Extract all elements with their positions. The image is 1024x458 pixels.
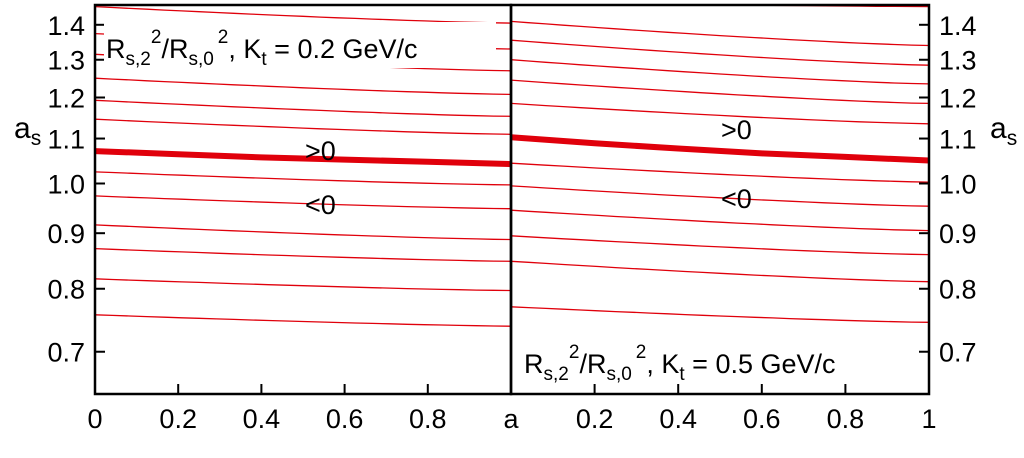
x-tick-label-9: 0.8 [827, 404, 865, 434]
panel-title-right-end: = 0.5 GeV/c [685, 349, 836, 379]
panel-title-bg-right [520, 337, 918, 383]
annotation-below-right: <0 [721, 184, 752, 214]
y-axis-title-right-base: a [990, 112, 1007, 145]
contour-line-right-2 [511, 20, 929, 47]
panel-title-left-base: R [106, 34, 126, 64]
y-tick-label-left-1.3: 1.3 [47, 46, 85, 76]
plot-frame-right [509, 3, 931, 396]
contour-line-right-6 [511, 102, 929, 125]
x-tick-label-10: 1 [921, 404, 936, 434]
panel-title-left-mid: /R [161, 34, 188, 64]
panel-title-bg-left [104, 22, 496, 68]
panel-title-left-sub1: s,2 [126, 49, 151, 70]
panel-title-right-sub2: s,0 [606, 364, 631, 385]
y-tick-label-right-0.9: 0.9 [939, 219, 977, 249]
panel-title-left-tail: , K [228, 34, 261, 64]
panel-title-left-end: = 0.2 GeV/c [267, 34, 418, 64]
annotation-above-right: >0 [721, 115, 752, 145]
contour-line-left-7 [95, 171, 511, 186]
panel-title-left-sup2: 2 [218, 27, 229, 48]
contour-line-right-8 [511, 185, 929, 207]
panel-title-right-sub3: t [679, 364, 685, 385]
panel-title-left-sub2: s,0 [188, 49, 213, 70]
y-tick-label-left-0.8: 0.8 [47, 275, 85, 305]
x-tick-label-6: 0.2 [576, 404, 614, 434]
y-tick-label-left-1.0: 1.0 [47, 169, 85, 199]
contour-line-left-6 [95, 118, 511, 135]
contour-line-left-10 [95, 247, 511, 262]
contours-panel-right [511, 5, 929, 323]
annotation-below-left: <0 [305, 190, 336, 220]
contour-line-right-7 [511, 162, 929, 183]
panel-title-right-tail: , K [646, 349, 679, 379]
contour-line-right-10 [511, 235, 929, 256]
contour-line-right-3 [511, 39, 929, 66]
contour-line-left-12 [95, 314, 511, 327]
contour-line-left-8 [95, 195, 511, 210]
y-axis-title-left-base: a [14, 112, 31, 145]
y-tick-label-right-1.0: 1.0 [939, 169, 977, 199]
panel-title-left-sub3: t [261, 49, 267, 70]
contour-line-left-1 [95, 5, 511, 24]
x-tick-label-8: 0.6 [743, 404, 781, 434]
panel-title-right-sup2: 2 [636, 342, 647, 363]
y-tick-label-left-1.1: 1.1 [47, 125, 85, 155]
y-axis-title-right-sub: s [1007, 127, 1018, 150]
contour-line-left-5 [95, 99, 511, 117]
panel-title-right: Rs,22/Rs,02, Kt = 0.5 GeV/c [524, 342, 836, 385]
y-tick-label-right-1.1: 1.1 [939, 125, 977, 155]
x-tick-label-1: 0.2 [159, 404, 197, 434]
y-tick-label-left-0.9: 0.9 [47, 219, 85, 249]
contour-line-right-4 [511, 59, 929, 85]
contour-line-right-5 [511, 79, 929, 105]
zero-contour-right [511, 134, 929, 164]
contour-line-left-4 [95, 77, 511, 96]
panel-title-right-sup1: 2 [569, 342, 580, 363]
contour-line-left-11 [95, 278, 511, 292]
contour-line-right-11 [511, 260, 929, 283]
x-tick-label-7: 0.4 [659, 404, 697, 434]
panel-title-right-sub1: s,2 [544, 364, 569, 385]
x-tick-label-0: 0 [87, 404, 102, 434]
zero-contour-left [95, 148, 511, 168]
y-tick-label-right-1.3: 1.3 [939, 46, 977, 76]
y-tick-label-left-0.7: 0.7 [47, 338, 85, 368]
y-tick-label-right-1.4: 1.4 [939, 11, 977, 41]
x-tick-label-3: 0.6 [326, 404, 364, 434]
y-tick-label-left-1.2: 1.2 [47, 84, 85, 114]
contour-line-right-9 [511, 209, 929, 232]
panel-title-left-sup1: 2 [151, 27, 162, 48]
x-tick-label-2: 0.4 [243, 404, 281, 434]
contour-line-right-12 [511, 306, 929, 323]
contour-line-left-9 [95, 224, 511, 241]
y-tick-label-right-0.7: 0.7 [939, 338, 977, 368]
y-axis-title-left: as [14, 112, 41, 150]
panel-title-left: Rs,22/Rs,02, Kt = 0.2 GeV/c [106, 27, 418, 70]
y-axis-title-left-sub: s [31, 127, 42, 150]
y-axis-title-right: as [990, 112, 1017, 150]
y-tick-label-right-1.2: 1.2 [939, 84, 977, 114]
y-tick-label-right-0.8: 0.8 [939, 275, 977, 305]
panel-title-right-mid: /R [579, 349, 606, 379]
axis-ticks: 0.7 0.7 0.8 0.8 0.9 0.9 1.0 1.0 1.1 1.1 1.2 1.2 1.3 1… [47, 11, 976, 434]
x-tick-label-4: 0.8 [409, 404, 447, 434]
panel-title-right-base: R [524, 349, 544, 379]
y-tick-label-left-1.4: 1.4 [47, 11, 85, 41]
annotation-above-left: >0 [305, 136, 336, 166]
x-tick-label-5: a [503, 404, 519, 434]
